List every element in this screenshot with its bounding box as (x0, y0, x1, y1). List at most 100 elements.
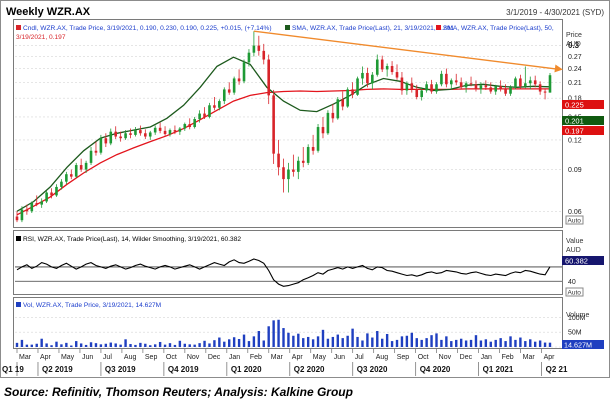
volume-bar (163, 344, 167, 347)
month-label: Jul (355, 354, 364, 361)
volume-bar (445, 336, 448, 347)
volume-bar (50, 345, 53, 347)
volume-bar (84, 344, 88, 347)
price-tick-label: 0.21 (568, 80, 582, 87)
candle-body (168, 130, 172, 135)
candle-body (524, 83, 527, 87)
candle-body (519, 78, 522, 87)
candle-body (129, 133, 132, 135)
candle-body (104, 138, 108, 144)
month-label: Aug (124, 354, 137, 361)
candle-body (400, 77, 404, 91)
volume-bar (193, 344, 196, 347)
volume-bar (524, 341, 527, 347)
rsi-auto-label: Auto (568, 290, 582, 297)
rsi-series (15, 258, 562, 287)
volume-bar (139, 342, 142, 347)
volume-bar (287, 332, 290, 347)
volume-bar (326, 338, 330, 347)
sma50-legend-date: 3/19/2021, 0.197 (16, 34, 66, 41)
volume-bar (494, 339, 497, 347)
candle-body (415, 89, 419, 98)
sma21-legend-text: SMA, WZR.AX, Trade Price(Last), 21, 3/19… (292, 25, 454, 32)
candlesticks (15, 31, 552, 223)
month-label: Mar (523, 354, 536, 361)
rsi-value-tag-text: 60.382 (565, 257, 588, 266)
candle-body (326, 112, 330, 134)
candle-body (484, 85, 488, 88)
volume-bar (158, 341, 162, 347)
candle-body (311, 147, 315, 151)
volume-bar (267, 326, 270, 347)
volume-bar (341, 338, 344, 347)
candle-body (119, 136, 122, 139)
candle-body (464, 83, 468, 88)
candle-body (341, 99, 345, 107)
quarter-label: Q3 2019 (105, 365, 136, 374)
volume-bar (519, 337, 522, 347)
volume-bar (430, 335, 433, 347)
candle-legend-swatch (16, 25, 21, 30)
month-label: Dec (460, 354, 473, 361)
volume-bar (316, 336, 320, 347)
volume-bar (65, 342, 68, 347)
candle-body (89, 150, 93, 163)
volume-bar (361, 340, 364, 347)
volume-bar (479, 340, 483, 347)
month-label: Feb (502, 354, 514, 361)
candle-body (548, 75, 552, 93)
rsi-axis-unit: AUD (566, 247, 581, 254)
month-label: Jul (103, 354, 112, 361)
volume-bar (499, 338, 502, 347)
volume-bar (371, 337, 374, 347)
candle-body (203, 113, 206, 117)
trendline (253, 30, 563, 73)
candle-body (193, 119, 196, 128)
candle-body (336, 99, 340, 119)
vol-legend-swatch (16, 302, 21, 307)
price-auto-button[interactable] (565, 215, 584, 225)
candle-body (213, 105, 216, 108)
candle-body (371, 74, 374, 84)
candle-body (45, 192, 48, 202)
volume-bar (89, 342, 93, 347)
candle-body (15, 216, 19, 221)
candle-body (479, 85, 483, 90)
candle-body (139, 130, 142, 134)
candle-body (499, 86, 502, 90)
volume-bar (282, 328, 285, 347)
volume-bar (400, 336, 404, 347)
volume-bar (395, 339, 399, 347)
volume-bar (114, 343, 117, 347)
month-label: Apr (544, 354, 556, 361)
candle-body (252, 45, 256, 53)
volume-bar (178, 340, 182, 347)
volume-bar (168, 343, 172, 347)
volume-bar (548, 342, 552, 347)
candle-body (514, 78, 517, 88)
month-label: Sep (397, 354, 410, 361)
month-label: Apr (292, 354, 304, 361)
quarter-label: Q2 2020 (294, 365, 325, 374)
candle-body (69, 174, 73, 177)
volume-bar (450, 341, 453, 347)
price-axis-unit: AUD (566, 41, 581, 48)
rsi-auto-button[interactable] (565, 287, 584, 297)
candle-body (25, 209, 29, 212)
month-label: Nov (187, 354, 200, 361)
sma50-tag-text: 0.197 (565, 127, 584, 136)
candle-body (435, 84, 438, 92)
volume-bar (134, 344, 137, 347)
volume-bar (188, 344, 191, 347)
candle-body (60, 181, 63, 187)
volume-bar (104, 343, 108, 347)
volume-bar (79, 343, 83, 347)
candle-body (173, 130, 177, 132)
candle-body (361, 72, 364, 79)
candle-body (232, 78, 236, 93)
volume-bar (336, 334, 339, 347)
month-label: Oct (166, 354, 177, 361)
candle-body (94, 150, 98, 153)
vol-axis-title: Volume (566, 312, 589, 319)
axes: 0.060.090.120.150.180.210.240.270.34050M… (2, 41, 586, 376)
